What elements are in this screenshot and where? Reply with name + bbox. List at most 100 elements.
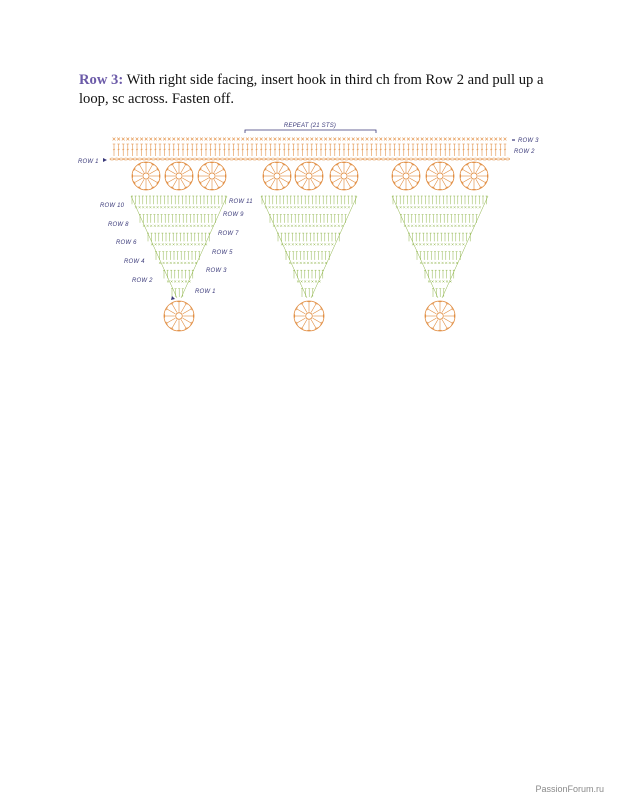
- chain-stitch: [256, 157, 262, 161]
- sc-stitch: [268, 137, 273, 141]
- sc-stitch: [176, 137, 181, 141]
- medallion: [131, 161, 161, 191]
- sc-stitch: [402, 137, 406, 141]
- sc-stitch: [328, 137, 332, 141]
- sc-stitch: [461, 137, 466, 141]
- sc-stitch: [489, 137, 493, 141]
- chain-stitch: [385, 157, 391, 161]
- sc-stitch: [135, 137, 139, 141]
- dc-stitch: [315, 143, 318, 156]
- sc-stitch: [218, 137, 222, 141]
- dc-stitch: [319, 143, 323, 156]
- chain-stitch: [376, 157, 382, 161]
- chain-stitch: [500, 157, 506, 161]
- medallion: [294, 161, 324, 191]
- chain-stitch: [344, 157, 349, 161]
- sc-stitch: [471, 137, 475, 141]
- chain-stitch: [390, 157, 395, 161]
- dc-stitch: [485, 143, 488, 156]
- chain-stitch: [141, 157, 147, 161]
- dc-stitch: [259, 143, 263, 156]
- label-right-row9: ROW 9: [223, 212, 244, 218]
- chain-stitch: [477, 157, 483, 161]
- medallion: [425, 161, 455, 191]
- label-row1: ROW 1: [78, 159, 99, 165]
- label-left-row8: ROW 8: [108, 222, 129, 228]
- sc-stitch: [121, 137, 125, 141]
- dc-stitch: [273, 143, 277, 156]
- sc-stitch: [314, 137, 319, 141]
- sc-stitch: [457, 137, 461, 141]
- dc-stitch: [365, 143, 369, 156]
- sc-stitch: [204, 137, 208, 141]
- dc-stitch: [333, 143, 337, 156]
- chain-stitch: [187, 157, 193, 161]
- dc-stitch: [144, 143, 148, 156]
- sc-stitch: [208, 137, 213, 141]
- sc-stitch: [310, 137, 314, 141]
- chain-stitch: [358, 157, 363, 161]
- dc-stitch: [342, 143, 346, 156]
- chain-stitch: [454, 157, 460, 161]
- medallion: [164, 161, 194, 191]
- sc-stitch: [158, 137, 162, 141]
- sc-stitch: [190, 137, 194, 141]
- dc-stitch: [232, 143, 235, 156]
- sc-stitch: [112, 137, 116, 141]
- chain-stitch: [238, 157, 244, 161]
- chain-stitch: [459, 157, 464, 161]
- sc-stitch: [429, 137, 434, 141]
- chain-stitch: [146, 157, 152, 161]
- dc-stitch: [443, 143, 447, 156]
- dc-stitch: [121, 143, 125, 156]
- chain-stitch: [408, 157, 414, 161]
- chain-stitch: [413, 157, 418, 161]
- chain-stitch: [279, 157, 285, 161]
- dc-stitch: [402, 143, 406, 156]
- dc-stitch: [466, 143, 470, 156]
- sc-stitch: [365, 137, 369, 141]
- chain-stitch: [381, 157, 386, 161]
- sc-stitch: [167, 137, 171, 141]
- sc-stitch: [503, 137, 507, 141]
- chain-stitch: [160, 157, 165, 161]
- sc-stitch: [273, 137, 277, 141]
- sc-stitch: [227, 137, 231, 141]
- sc-stitch: [139, 137, 144, 141]
- chain-stitch: [312, 157, 317, 161]
- dc-stitch: [324, 143, 327, 156]
- sc-stitch: [172, 137, 176, 141]
- sc-stitch: [411, 137, 415, 141]
- chain-stitch: [275, 157, 280, 161]
- chain-stitch: [468, 157, 474, 161]
- sc-stitch: [374, 137, 378, 141]
- dc-stitch: [384, 143, 387, 156]
- chain-stitch: [109, 157, 115, 161]
- chain-stitch: [132, 157, 138, 161]
- chain-stitch: [293, 157, 299, 161]
- sc-stitch: [222, 137, 227, 141]
- dc-stitch: [457, 143, 461, 156]
- dc-stitch: [227, 143, 231, 156]
- chain-stitch: [307, 157, 313, 161]
- dc-stitch: [200, 143, 203, 156]
- chain-stitch: [174, 157, 179, 161]
- dc-stitch: [388, 143, 392, 156]
- fan-motif: [391, 195, 489, 299]
- chain-stitch: [215, 157, 221, 161]
- sc-stitch: [420, 137, 424, 141]
- chain-stitch: [224, 157, 230, 161]
- sc-stitch: [287, 137, 291, 141]
- dc-stitch: [131, 143, 134, 156]
- sc-stitch: [480, 137, 484, 141]
- chain-stitch: [151, 157, 156, 161]
- medallion: [459, 161, 489, 191]
- chain-stitch: [252, 157, 257, 161]
- label-left-row10: ROW 10: [100, 203, 125, 209]
- chain-stitch: [339, 157, 345, 161]
- sc-stitch: [245, 137, 250, 141]
- label-left-row2: ROW 2: [132, 278, 153, 284]
- chain-stitch: [210, 157, 216, 161]
- dc-stitch: [154, 143, 157, 156]
- dc-stitch: [140, 143, 143, 156]
